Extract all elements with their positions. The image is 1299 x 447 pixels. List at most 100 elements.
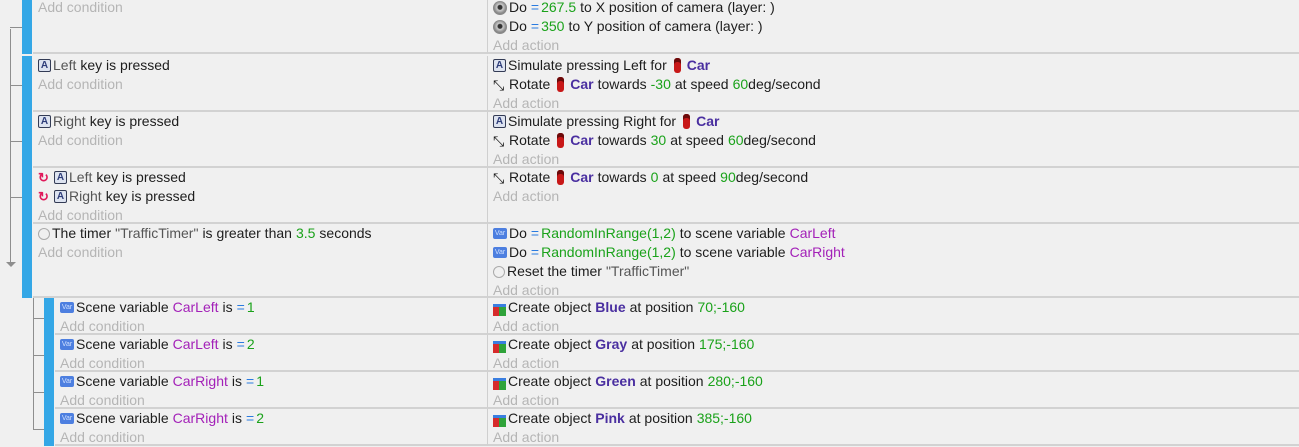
event-row[interactable]: A Right key is pressed Add condition A Simula… — [0, 112, 1299, 168]
add-action-button[interactable]: Add action — [493, 151, 560, 167]
text: Simulate pressing Right for — [508, 113, 677, 129]
text: to Y position of camera — [568, 18, 712, 34]
event-drag-handle[interactable] — [44, 409, 54, 446]
condition[interactable]: Var Scene variable CarLeft is = 1 — [60, 298, 487, 317]
action[interactable]: Do = 267.5 to X position of camera (layer: ) — [493, 0, 1299, 17]
event-drag-handle[interactable] — [44, 372, 54, 409]
add-condition-button[interactable]: Add condition — [60, 392, 145, 408]
condition[interactable]: Var Scene variable CarLeft is = 2 — [60, 335, 487, 354]
text: Left — [53, 57, 77, 73]
action[interactable]: Create object Green at position 280;-160 — [493, 372, 1299, 391]
add-condition-button[interactable]: Add condition — [60, 318, 145, 334]
action[interactable]: Create object Blue at position 70;-160 — [493, 298, 1299, 317]
text: Do — [509, 244, 527, 260]
event-row[interactable]: Var Scene variable CarLeft is = 1 Add conditio… — [0, 298, 1299, 335]
invert-icon: ↻ — [38, 188, 49, 204]
add-condition-button[interactable]: Add condition — [38, 244, 123, 260]
add-action-button[interactable]: Add action — [493, 392, 560, 408]
actions-column: Create object Gray at position 175;-160 Add … — [487, 335, 1299, 372]
event-row[interactable]: Var Scene variable CarRight is = 2 Add conditi… — [0, 409, 1299, 446]
event-drag-handle[interactable] — [44, 298, 54, 335]
event-drag-handle[interactable] — [22, 0, 32, 54]
add-action-button[interactable]: Add action — [493, 188, 560, 204]
condition[interactable]: Var Scene variable CarRight is = 2 — [60, 409, 487, 428]
action[interactable]: ⤡ Rotate Car towards 0 at speed 90 deg/second — [493, 168, 1299, 187]
add-condition-button[interactable]: Add condition — [38, 207, 123, 223]
tree-branch — [33, 355, 44, 356]
event-row[interactable]: ↻ A Left key is pressed ↻ A Right key is presse… — [0, 168, 1299, 224]
event-row[interactable]: Var Scene variable CarRight is = 1 Add conditi… — [0, 372, 1299, 409]
add-condition-button[interactable]: Add condition — [60, 355, 145, 371]
action[interactable]: Do = 350 to Y position of camera (layer: ) — [493, 17, 1299, 36]
conditions-column: Var Scene variable CarLeft is = 2 Add conditio… — [55, 335, 487, 372]
event-row[interactable]: A Left key is pressed Add condition A Simulat… — [0, 56, 1299, 112]
variable-icon: Var — [60, 302, 74, 313]
condition[interactable]: ↻ A Left key is pressed — [38, 168, 487, 187]
event-drag-handle[interactable] — [44, 335, 54, 372]
action[interactable]: ⤡ Rotate Car towards -30 at speed 60 deg/second — [493, 75, 1299, 94]
event-drag-handle[interactable] — [22, 224, 32, 298]
tree-arrow — [6, 262, 16, 267]
condition[interactable]: ↻ A Right key is pressed — [38, 187, 487, 206]
value: 30 — [650, 132, 667, 148]
add-action-button[interactable]: Add action — [493, 318, 560, 334]
text: key is pressed — [96, 169, 186, 185]
event-drag-handle[interactable] — [22, 56, 32, 112]
add-action-button[interactable]: Add action — [493, 282, 560, 298]
condition[interactable]: A Left key is pressed — [38, 56, 487, 75]
operator: = — [530, 0, 540, 15]
operator: = — [236, 299, 245, 315]
tree-branch — [33, 318, 44, 319]
object-name: Pink — [595, 410, 625, 426]
text: Create object — [508, 299, 592, 315]
text: at position — [628, 410, 693, 426]
object-name: Car — [570, 76, 594, 92]
tree-branch — [10, 85, 22, 86]
create-object-icon — [493, 303, 506, 316]
event-row[interactable]: Add condition Do = 267.5 to X position of ca… — [0, 0, 1299, 54]
value: 60 — [727, 132, 744, 148]
conditions-column: Var Scene variable CarRight is = 1 Add conditi… — [55, 372, 487, 409]
action[interactable]: Var Do = RandomInRange(1,2) to scene variabl… — [493, 243, 1299, 262]
operator: = — [530, 225, 540, 241]
add-action-button[interactable]: Add action — [493, 429, 560, 445]
camera-icon — [493, 0, 507, 15]
text: Create object — [508, 373, 592, 389]
text: Scene variable — [76, 336, 169, 352]
text: Do — [509, 0, 527, 15]
action[interactable]: Create object Gray at position 175;-160 — [493, 335, 1299, 354]
value: 267.5 — [541, 0, 577, 15]
text: Simulate pressing Left for — [508, 57, 667, 73]
variable-icon: Var — [60, 376, 74, 387]
add-condition-button[interactable]: Add condition — [60, 429, 145, 445]
event-drag-handle[interactable] — [22, 168, 32, 224]
variable-name: CarLeft — [789, 225, 836, 241]
event-row[interactable]: The timer "TrafficTimer" is greater than 3.… — [0, 224, 1299, 298]
action[interactable]: Reset the timer "TrafficTimer" — [493, 262, 1299, 281]
add-action-button[interactable]: Add action — [493, 355, 560, 371]
keyboard-icon: A — [54, 171, 67, 184]
add-condition-button[interactable]: Add condition — [38, 76, 123, 92]
text: is — [222, 336, 233, 352]
event-row[interactable]: Var Scene variable CarLeft is = 2 Add conditio… — [0, 335, 1299, 372]
conditions-column: A Left key is pressed Add condition — [33, 56, 487, 112]
condition[interactable]: A Right key is pressed — [38, 112, 487, 131]
action[interactable]: ⤡ Rotate Car towards 30 at speed 60 deg/second — [493, 131, 1299, 150]
condition[interactable]: Var Scene variable CarRight is = 1 — [60, 372, 487, 391]
text: at position — [629, 299, 694, 315]
add-action-button[interactable]: Add action — [493, 37, 560, 53]
add-condition-button[interactable]: Add condition — [38, 0, 123, 15]
action[interactable]: Var Do = RandomInRange(1,2) to scene variabl… — [493, 224, 1299, 243]
variable-icon: Var — [493, 247, 507, 258]
car-icon — [557, 133, 565, 148]
add-action-button[interactable]: Add action — [493, 95, 560, 111]
event-drag-handle[interactable] — [22, 112, 32, 168]
value: 3.5 — [295, 225, 316, 241]
add-condition-button[interactable]: Add condition — [38, 132, 123, 148]
conditions-column: Var Scene variable CarRight is = 2 Add conditi… — [55, 409, 487, 446]
condition[interactable]: The timer "TrafficTimer" is greater than 3.… — [38, 224, 487, 243]
action[interactable]: A Simulate pressing Left for Car — [493, 56, 1299, 75]
action[interactable]: Create object Pink at position 385;-160 — [493, 409, 1299, 428]
action[interactable]: A Simulate pressing Right for Car — [493, 112, 1299, 131]
text: at speed — [662, 169, 717, 185]
